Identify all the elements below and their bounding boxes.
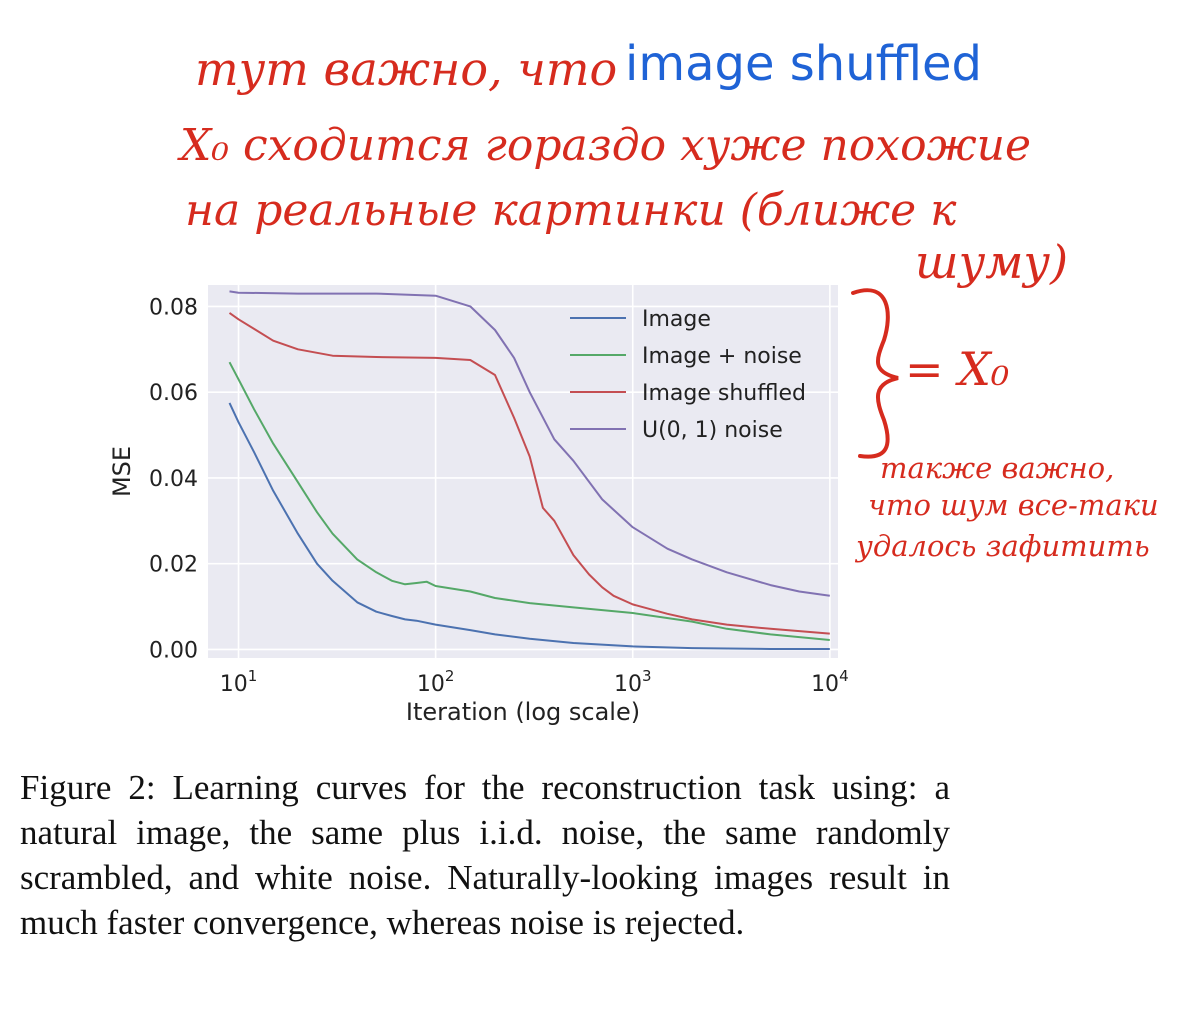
y-tick-label: 0.08 <box>149 295 198 320</box>
y-axis-label: MSE <box>108 446 136 497</box>
y-axis-ticks: 0.00 0.02 0.04 0.06 0.08 <box>149 295 198 663</box>
figure-caption: Figure 2: Learning curves for the recons… <box>20 768 950 942</box>
annotation-line1-red: тут важно, что <box>195 42 617 96</box>
annotation-line1-blue: image shuffled <box>625 36 982 92</box>
y-tick-label: 0.04 <box>149 467 198 492</box>
annotation-line2: X₀ сходится гораздо хуже похожие <box>177 120 1031 171</box>
legend-entry: Image shuffled <box>642 381 806 406</box>
plot-area-background <box>208 285 838 658</box>
note-line3: удалось зафитить <box>854 529 1150 563</box>
x-axis-label: Iteration (log scale) <box>406 698 640 726</box>
legend-entry: Image <box>642 307 711 332</box>
x-tick-label: 102 <box>417 667 455 697</box>
annotation-line4: шуму) <box>915 235 1068 289</box>
note-line2: что шум все-таки <box>868 488 1159 522</box>
y-tick-label: 0.00 <box>149 638 198 663</box>
x-axis-ticks: 101 102 103 104 <box>220 667 849 697</box>
series-line-image-noise <box>228 361 830 641</box>
x-tick-label: 103 <box>614 667 652 697</box>
y-tick-label: 0.02 <box>149 553 198 578</box>
series-line-u-0-1-noise <box>229 290 830 597</box>
chart-legend: Image Image + noise Image shuffled U(0, 1) … <box>570 307 806 443</box>
series-lines <box>228 290 830 650</box>
series-line-image <box>228 402 830 650</box>
annotation-line3: на реальные картинки (ближе к <box>185 185 957 236</box>
curly-brace-mark <box>851 288 899 459</box>
brace-label: = X₀ <box>905 342 1009 396</box>
note-line1: также важно, <box>880 451 1114 485</box>
legend-entry: Image + noise <box>642 344 802 369</box>
x-tick-label: 104 <box>811 667 849 697</box>
x-tick-label: 101 <box>220 667 258 697</box>
y-tick-label: 0.06 <box>149 381 198 406</box>
legend-entry: U(0, 1) noise <box>642 418 783 443</box>
series-line-image-shuffled <box>228 312 830 635</box>
grid-lines <box>208 285 838 658</box>
